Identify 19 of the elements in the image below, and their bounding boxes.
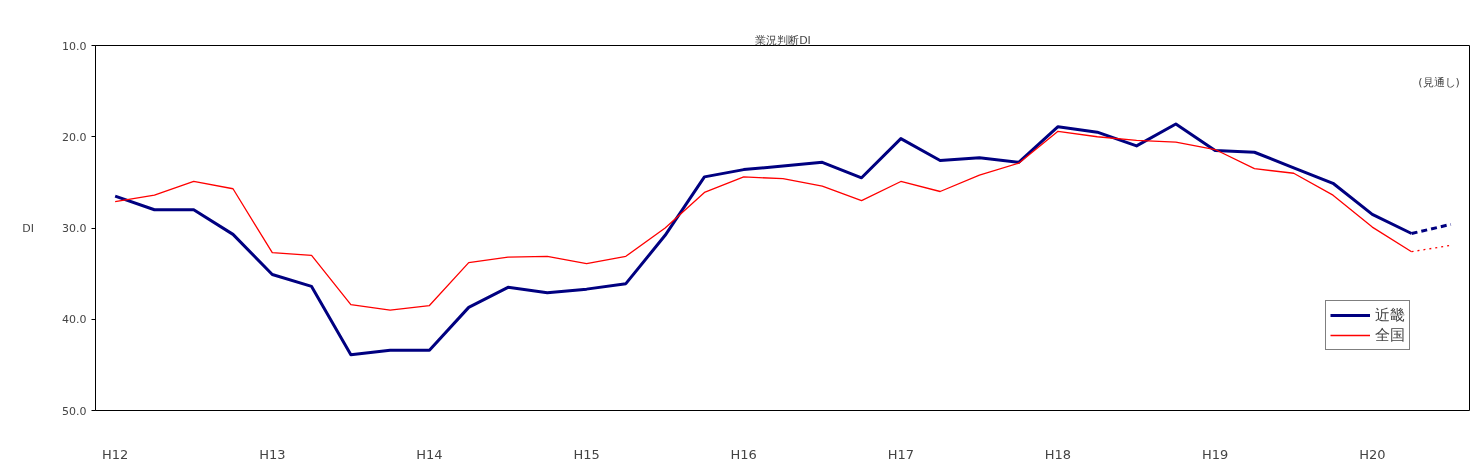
x-tick-label: H19 [1201, 446, 1229, 462]
x-tick-label: H17 [887, 446, 915, 462]
x-tick-label: H14 [416, 446, 443, 462]
x-tick-label: H13 [259, 446, 286, 462]
legend-label: 近畿 [1375, 305, 1405, 325]
y-tick-label: 10.0 [62, 39, 87, 53]
x-tick-label: H15 [573, 446, 600, 462]
chart-title: 業況判断DI [755, 33, 811, 47]
x-tick-label: H18 [1044, 446, 1072, 462]
y-axis-title: DI [22, 221, 35, 235]
y-tick-label: 30.0 [62, 222, 87, 235]
x-tick-label: H16 [730, 446, 757, 462]
x-tick-label: H20 [1359, 446, 1386, 462]
annotation: (見通し) [1418, 76, 1460, 90]
y-tick-label: 50.0 [62, 404, 87, 418]
y-tick-label: 40.0 [62, 313, 87, 327]
y-tick-label: 20.0 [62, 130, 87, 144]
legend-label: 全国 [1375, 325, 1405, 345]
x-tick-label: H12 [101, 446, 129, 462]
